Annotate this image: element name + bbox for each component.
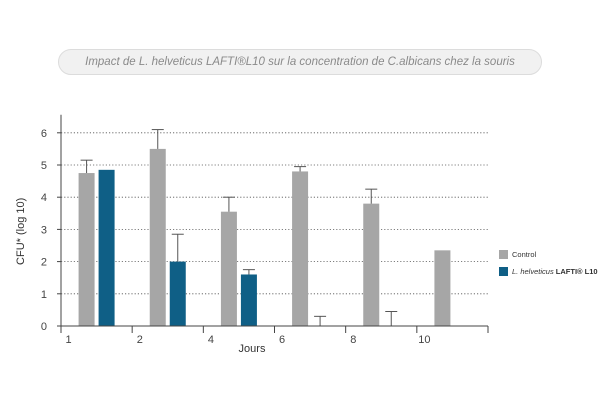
bar-control-day-1 [78,173,95,326]
legend-strain: LAFTI® L10 [555,266,598,276]
y-axis-title: CFU* (log 10) [15,198,27,265]
chart-title: Impact de L. helveticus LAFTI®L10 sur la… [58,49,542,75]
x-tick-label-2: 2 [137,334,143,346]
x-tick-label-6: 6 [279,334,285,346]
x-tick-label-8: 8 [350,334,356,346]
bar-lafti-day-1 [98,169,115,326]
bar-control-day-2 [149,148,166,326]
y-tick-label-5: 5 [41,160,47,172]
y-tick-label-2: 2 [41,257,47,269]
x-tick-label-4: 4 [208,334,214,346]
legend-swatch-control [499,249,508,259]
bar-control-day-8 [363,203,380,326]
x-axis-title: Jours [239,343,266,355]
legend-item-lafti: L. helveticus LAFTI® L10 [499,265,598,277]
legend-label-lafti: L. helveticus LAFTI® L10 [512,267,598,276]
x-tick-label-1: 1 [66,334,72,346]
legend-species: L. helveticus [512,266,554,276]
bar-control-day-4 [220,211,237,326]
bar-lafti-day-2 [169,261,186,326]
y-tick-label-0: 0 [41,321,47,333]
legend-label-control: Control [512,249,537,259]
y-tick-label-6: 6 [41,128,47,140]
legend: Control L. helveticus LAFTI® L10 [499,248,598,282]
bar-control-day-6 [292,171,309,326]
x-tick-label-10: 10 [418,334,430,346]
legend-swatch-lafti [499,266,508,276]
y-tick-label-1: 1 [41,289,47,301]
y-tick-label-3: 3 [41,224,47,236]
bar-control-day-10 [434,250,451,326]
y-tick-label-4: 4 [41,192,47,204]
bar-lafti-day-4 [240,274,257,326]
legend-item-control: Control [499,248,598,260]
